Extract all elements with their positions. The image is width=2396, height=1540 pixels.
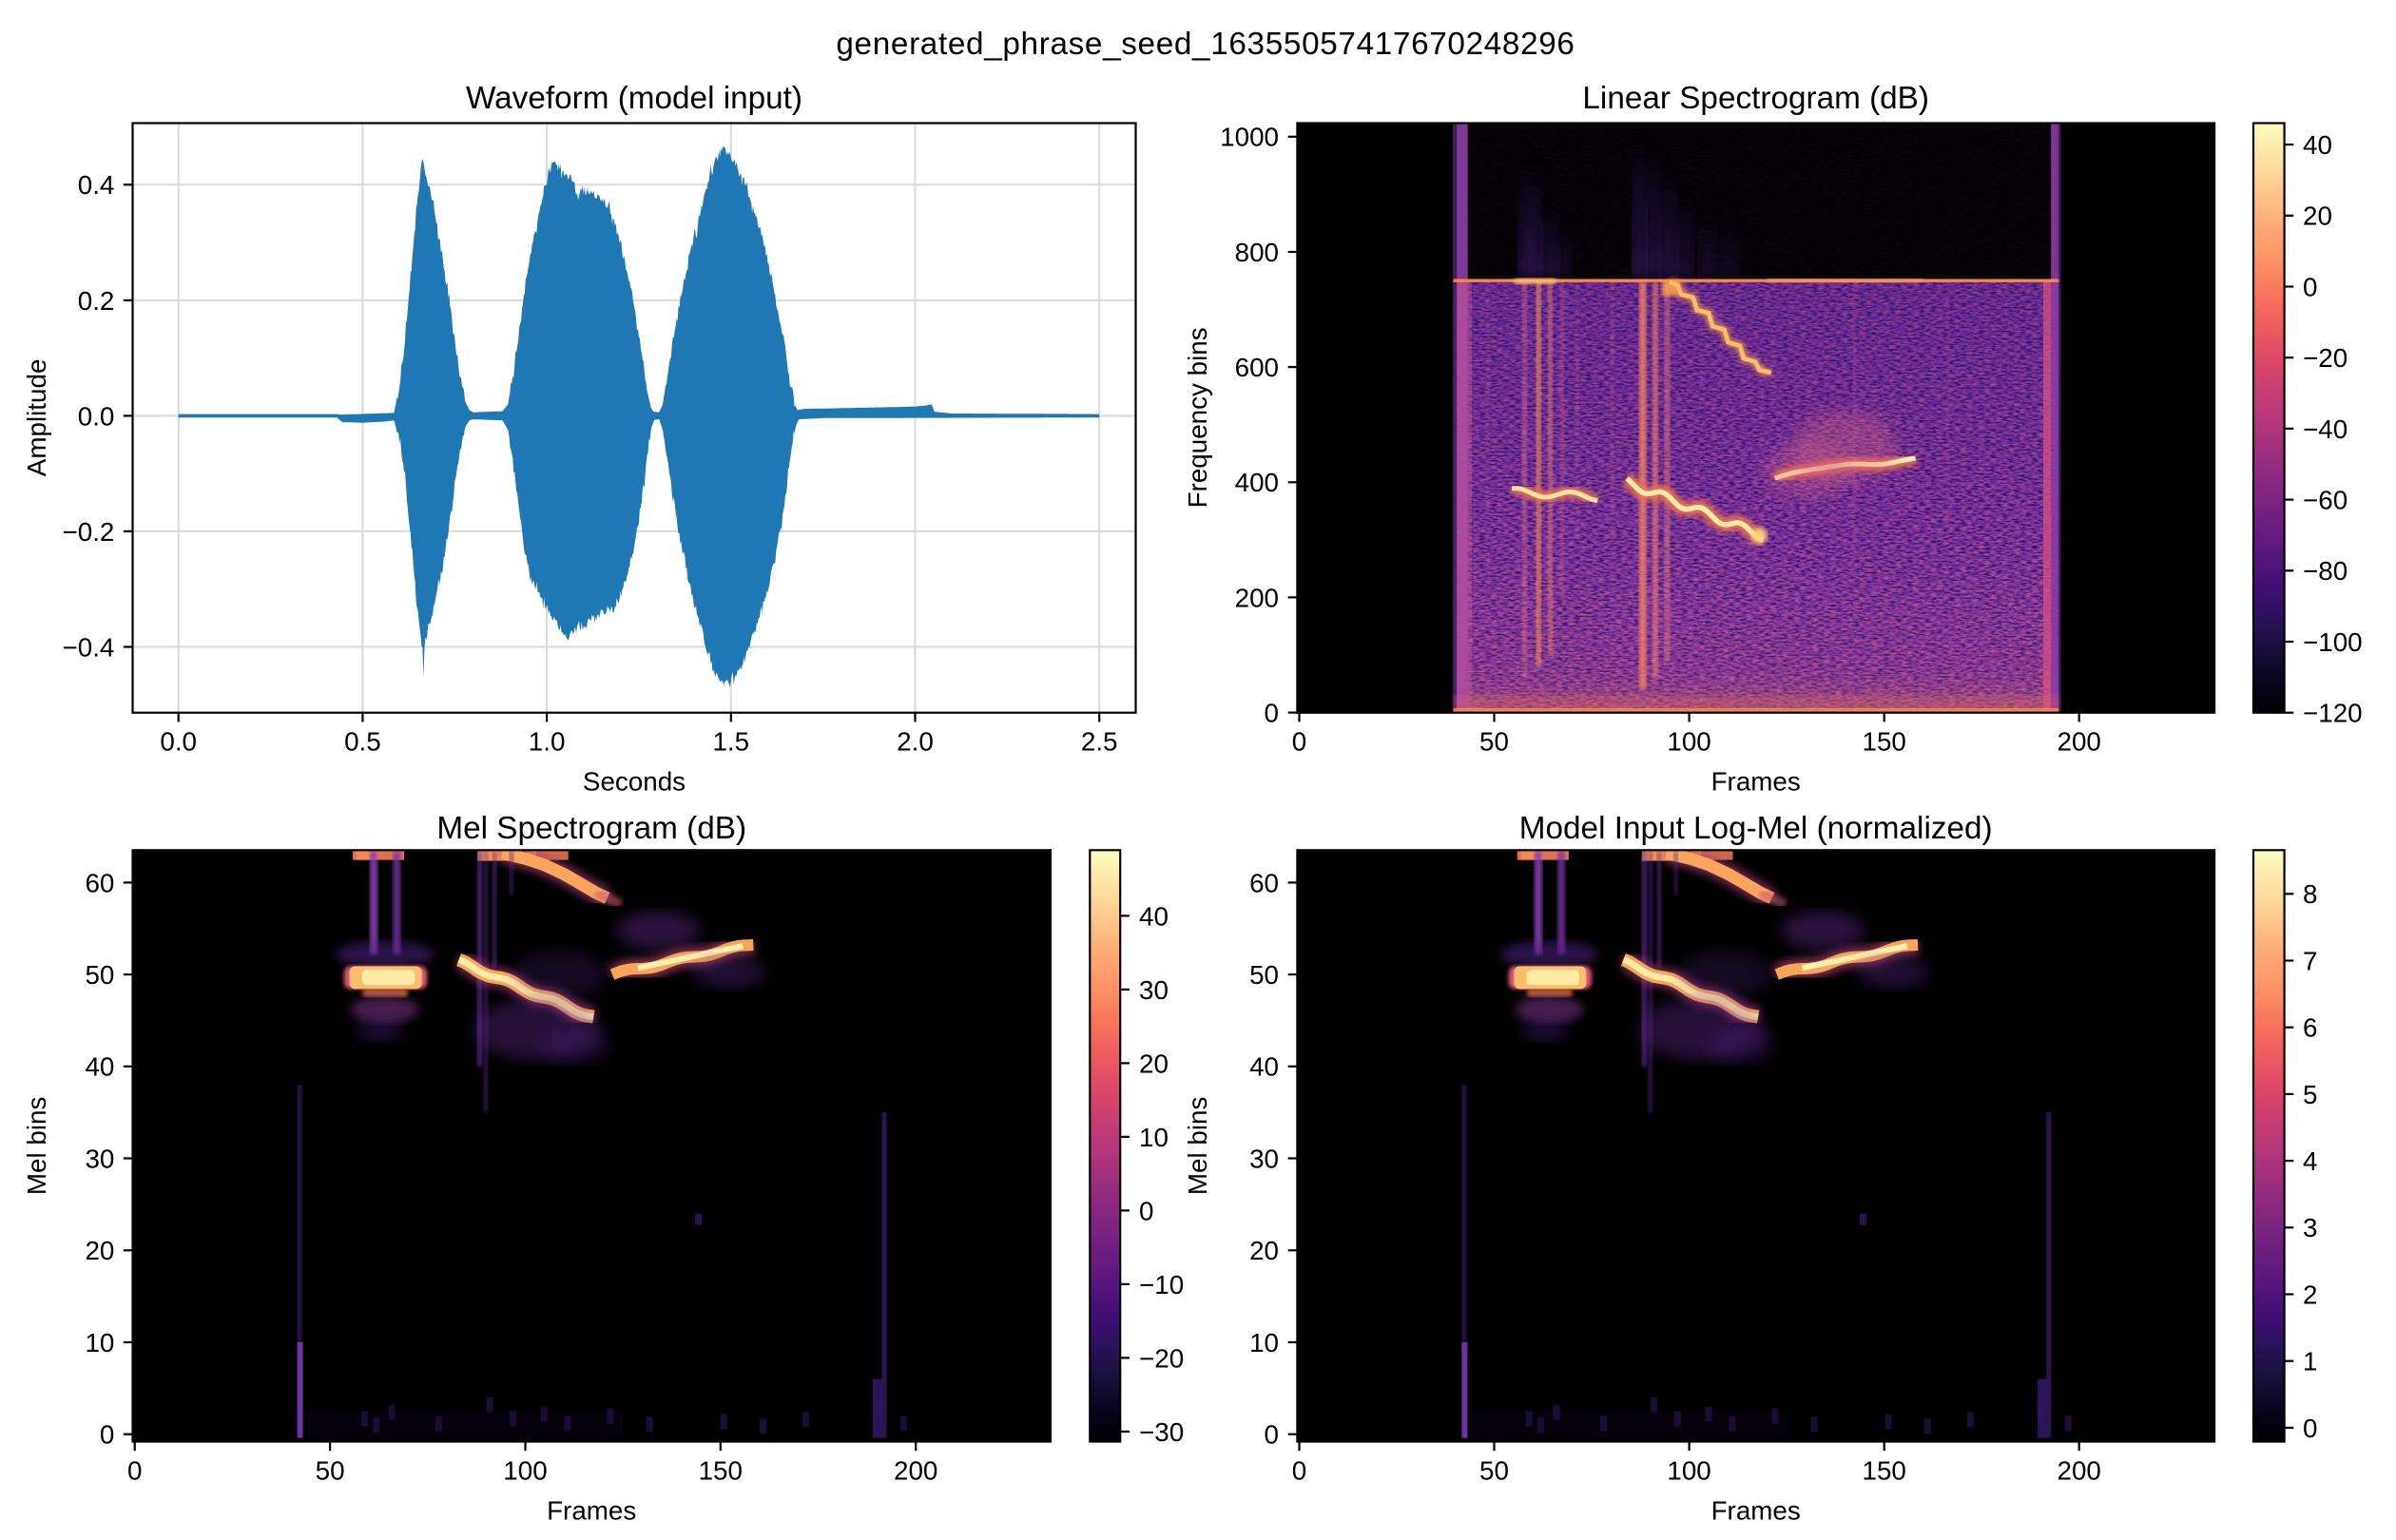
svg-text:60: 60: [85, 868, 114, 897]
svg-text:1.5: 1.5: [712, 727, 749, 757]
svg-text:200: 200: [2058, 727, 2101, 757]
svg-text:20: 20: [1139, 1049, 1169, 1078]
svg-text:−20: −20: [1139, 1343, 1184, 1373]
svg-text:Frames: Frames: [1711, 767, 1801, 797]
svg-text:60: 60: [1249, 868, 1279, 897]
svg-text:Model Input Log-Mel (normalize: Model Input Log-Mel (normalized): [1519, 811, 1993, 846]
svg-text:0.4: 0.4: [78, 170, 115, 200]
svg-text:7: 7: [2303, 946, 2317, 975]
svg-text:2.0: 2.0: [897, 727, 934, 757]
svg-text:10: 10: [1139, 1123, 1169, 1152]
svg-text:0.5: 0.5: [344, 727, 381, 757]
svg-text:Frames: Frames: [1711, 1495, 1801, 1525]
svg-text:0: 0: [2303, 1414, 2317, 1443]
svg-text:0: 0: [1265, 699, 1279, 728]
svg-text:0.0: 0.0: [160, 727, 197, 757]
svg-text:150: 150: [1863, 1455, 1906, 1485]
svg-text:6: 6: [2303, 1013, 2317, 1043]
svg-text:150: 150: [1863, 727, 1906, 757]
svg-text:200: 200: [1235, 583, 1279, 612]
svg-text:10: 10: [1249, 1328, 1279, 1357]
svg-text:400: 400: [1235, 468, 1279, 497]
svg-text:50: 50: [1249, 960, 1279, 990]
svg-text:5: 5: [2303, 1080, 2317, 1109]
svg-text:1.0: 1.0: [529, 727, 566, 757]
svg-text:30: 30: [85, 1144, 114, 1173]
svg-text:Waveform (model input): Waveform (model input): [466, 81, 802, 116]
svg-text:100: 100: [503, 1455, 547, 1485]
svg-text:40: 40: [1139, 901, 1169, 931]
svg-text:100: 100: [1667, 727, 1710, 757]
svg-text:Amplitude: Amplitude: [22, 359, 51, 477]
svg-text:Mel bins: Mel bins: [1183, 1097, 1212, 1196]
svg-text:40: 40: [2303, 130, 2332, 160]
svg-text:600: 600: [1235, 353, 1279, 382]
svg-text:3: 3: [2303, 1213, 2317, 1242]
svg-text:−60: −60: [2303, 486, 2348, 515]
svg-text:−120: −120: [2303, 699, 2363, 728]
svg-text:10: 10: [85, 1328, 114, 1357]
svg-text:Frequency bins: Frequency bins: [1183, 327, 1212, 508]
svg-text:Mel bins: Mel bins: [22, 1097, 51, 1196]
svg-text:30: 30: [1249, 1144, 1279, 1173]
svg-text:Seconds: Seconds: [583, 767, 686, 797]
svg-text:20: 20: [1249, 1236, 1279, 1265]
svg-text:Frames: Frames: [547, 1495, 636, 1525]
svg-text:50: 50: [1479, 1455, 1509, 1485]
svg-text:50: 50: [1479, 727, 1509, 757]
svg-text:−10: −10: [1139, 1270, 1184, 1299]
svg-text:0: 0: [1292, 1455, 1306, 1485]
svg-text:generated_phrase_seed_16355057: generated_phrase_seed_163550574176702482…: [836, 27, 1575, 62]
svg-text:30: 30: [1139, 975, 1169, 1005]
svg-text:0: 0: [1139, 1196, 1153, 1225]
svg-text:−30: −30: [1139, 1417, 1184, 1447]
svg-text:20: 20: [2303, 202, 2332, 231]
svg-text:2: 2: [2303, 1280, 2317, 1309]
svg-text:40: 40: [85, 1052, 114, 1082]
svg-text:0: 0: [1265, 1420, 1279, 1450]
svg-text:8: 8: [2303, 879, 2317, 909]
svg-text:200: 200: [894, 1455, 937, 1485]
svg-text:200: 200: [2058, 1455, 2101, 1485]
svg-text:0: 0: [1292, 727, 1306, 757]
svg-text:40: 40: [1249, 1052, 1279, 1082]
svg-text:50: 50: [316, 1455, 345, 1485]
svg-text:2.5: 2.5: [1081, 727, 1118, 757]
svg-text:−100: −100: [2303, 627, 2363, 657]
svg-text:0.2: 0.2: [78, 286, 115, 316]
svg-text:−0.2: −0.2: [63, 517, 115, 547]
svg-text:Linear Spectrogram (dB): Linear Spectrogram (dB): [1582, 81, 1929, 116]
svg-text:1000: 1000: [1220, 123, 1279, 152]
svg-text:1: 1: [2303, 1347, 2317, 1376]
svg-text:0: 0: [2303, 272, 2317, 301]
svg-text:800: 800: [1235, 238, 1279, 267]
svg-text:−0.4: −0.4: [63, 632, 115, 662]
svg-text:20: 20: [85, 1236, 114, 1265]
svg-text:4: 4: [2303, 1146, 2317, 1176]
svg-text:100: 100: [1667, 1455, 1710, 1485]
svg-text:0: 0: [127, 1455, 142, 1485]
svg-text:Mel Spectrogram (dB): Mel Spectrogram (dB): [436, 811, 746, 846]
svg-text:0.0: 0.0: [78, 401, 115, 431]
svg-text:−80: −80: [2303, 556, 2348, 586]
svg-text:0: 0: [100, 1420, 114, 1450]
svg-text:150: 150: [699, 1455, 743, 1485]
svg-text:−20: −20: [2303, 343, 2348, 373]
svg-text:50: 50: [85, 960, 114, 990]
svg-text:−40: −40: [2303, 414, 2348, 444]
